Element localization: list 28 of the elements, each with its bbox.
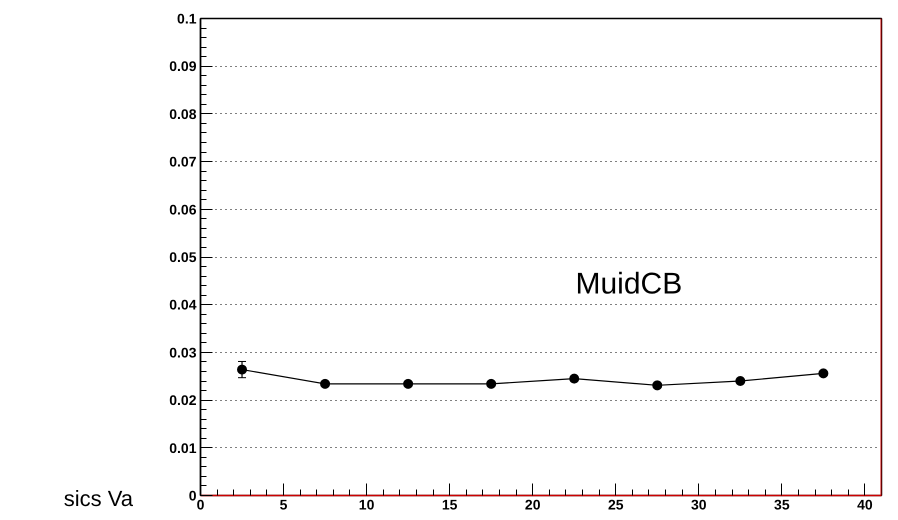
y-tick-label: 0.06	[169, 201, 197, 218]
x-tick-label: 15	[442, 496, 458, 512]
y-tick-label: 0.03	[169, 344, 197, 360]
y-tick-label: 0.08	[169, 106, 197, 122]
annotation: MuidCB	[576, 268, 682, 300]
point	[569, 374, 580, 384]
x-tick-label: 10	[358, 496, 375, 512]
y-tick-label: 0.07	[169, 154, 197, 170]
y-tick-label: 0.05	[169, 249, 197, 265]
y-tick-label: 0.09	[169, 58, 197, 74]
point	[818, 368, 828, 378]
x-tick-label: 35	[774, 496, 790, 512]
x-tick-label: 40	[857, 496, 873, 512]
y-tick-label: 0.04	[169, 296, 197, 313]
text: sics Va	[64, 485, 133, 513]
point	[652, 380, 662, 390]
y-tick-label: 0.01	[169, 440, 197, 456]
point	[403, 378, 414, 389]
x-tick-label: 5	[280, 496, 288, 512]
point	[237, 364, 248, 375]
point	[320, 378, 330, 389]
y-tick-label: 0.02	[169, 392, 197, 408]
x-tick-label: 30	[691, 496, 707, 512]
point	[486, 378, 496, 389]
y-tick-label: 0.1	[177, 10, 197, 26]
point	[735, 376, 746, 386]
x-tick-label: 20	[524, 496, 541, 512]
x-tick-label: 25	[608, 496, 624, 512]
